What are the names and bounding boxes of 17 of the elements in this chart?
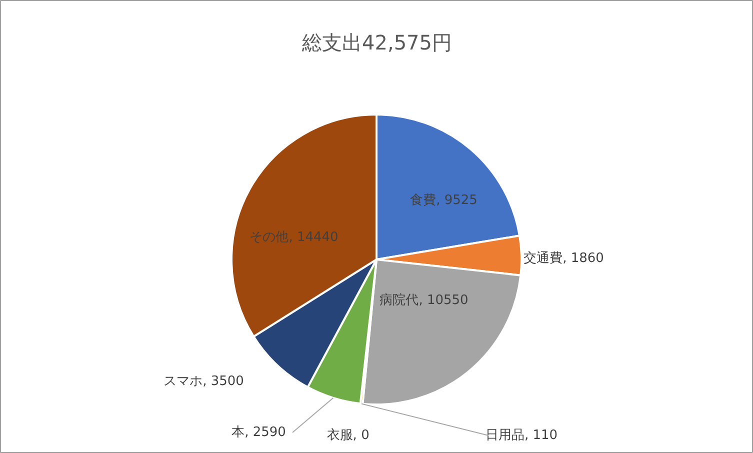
slice-label: その他 [250, 230, 289, 245]
slice-label: 日用品 [486, 428, 524, 443]
category-label: 衣服 [326, 428, 353, 443]
slice-label: 本 [232, 425, 245, 440]
chart-title: 総支出42,575円 [301, 30, 452, 54]
slice-label: スマホ [164, 374, 203, 389]
data-label: , 2590 [244, 425, 286, 440]
data-label: , 14440 [288, 230, 338, 245]
data-label: , 9525 [436, 193, 478, 208]
slice-label: 病院代 [380, 293, 419, 308]
data-label: , 110 [524, 428, 558, 443]
data-label: , 3500 [202, 374, 244, 389]
data-label: , 1860 [562, 251, 604, 266]
text: , 0 [352, 428, 370, 443]
slice-label: 交通費 [524, 250, 563, 266]
data-label: , 10550 [418, 293, 468, 308]
slice-label: 食費 [410, 193, 436, 208]
